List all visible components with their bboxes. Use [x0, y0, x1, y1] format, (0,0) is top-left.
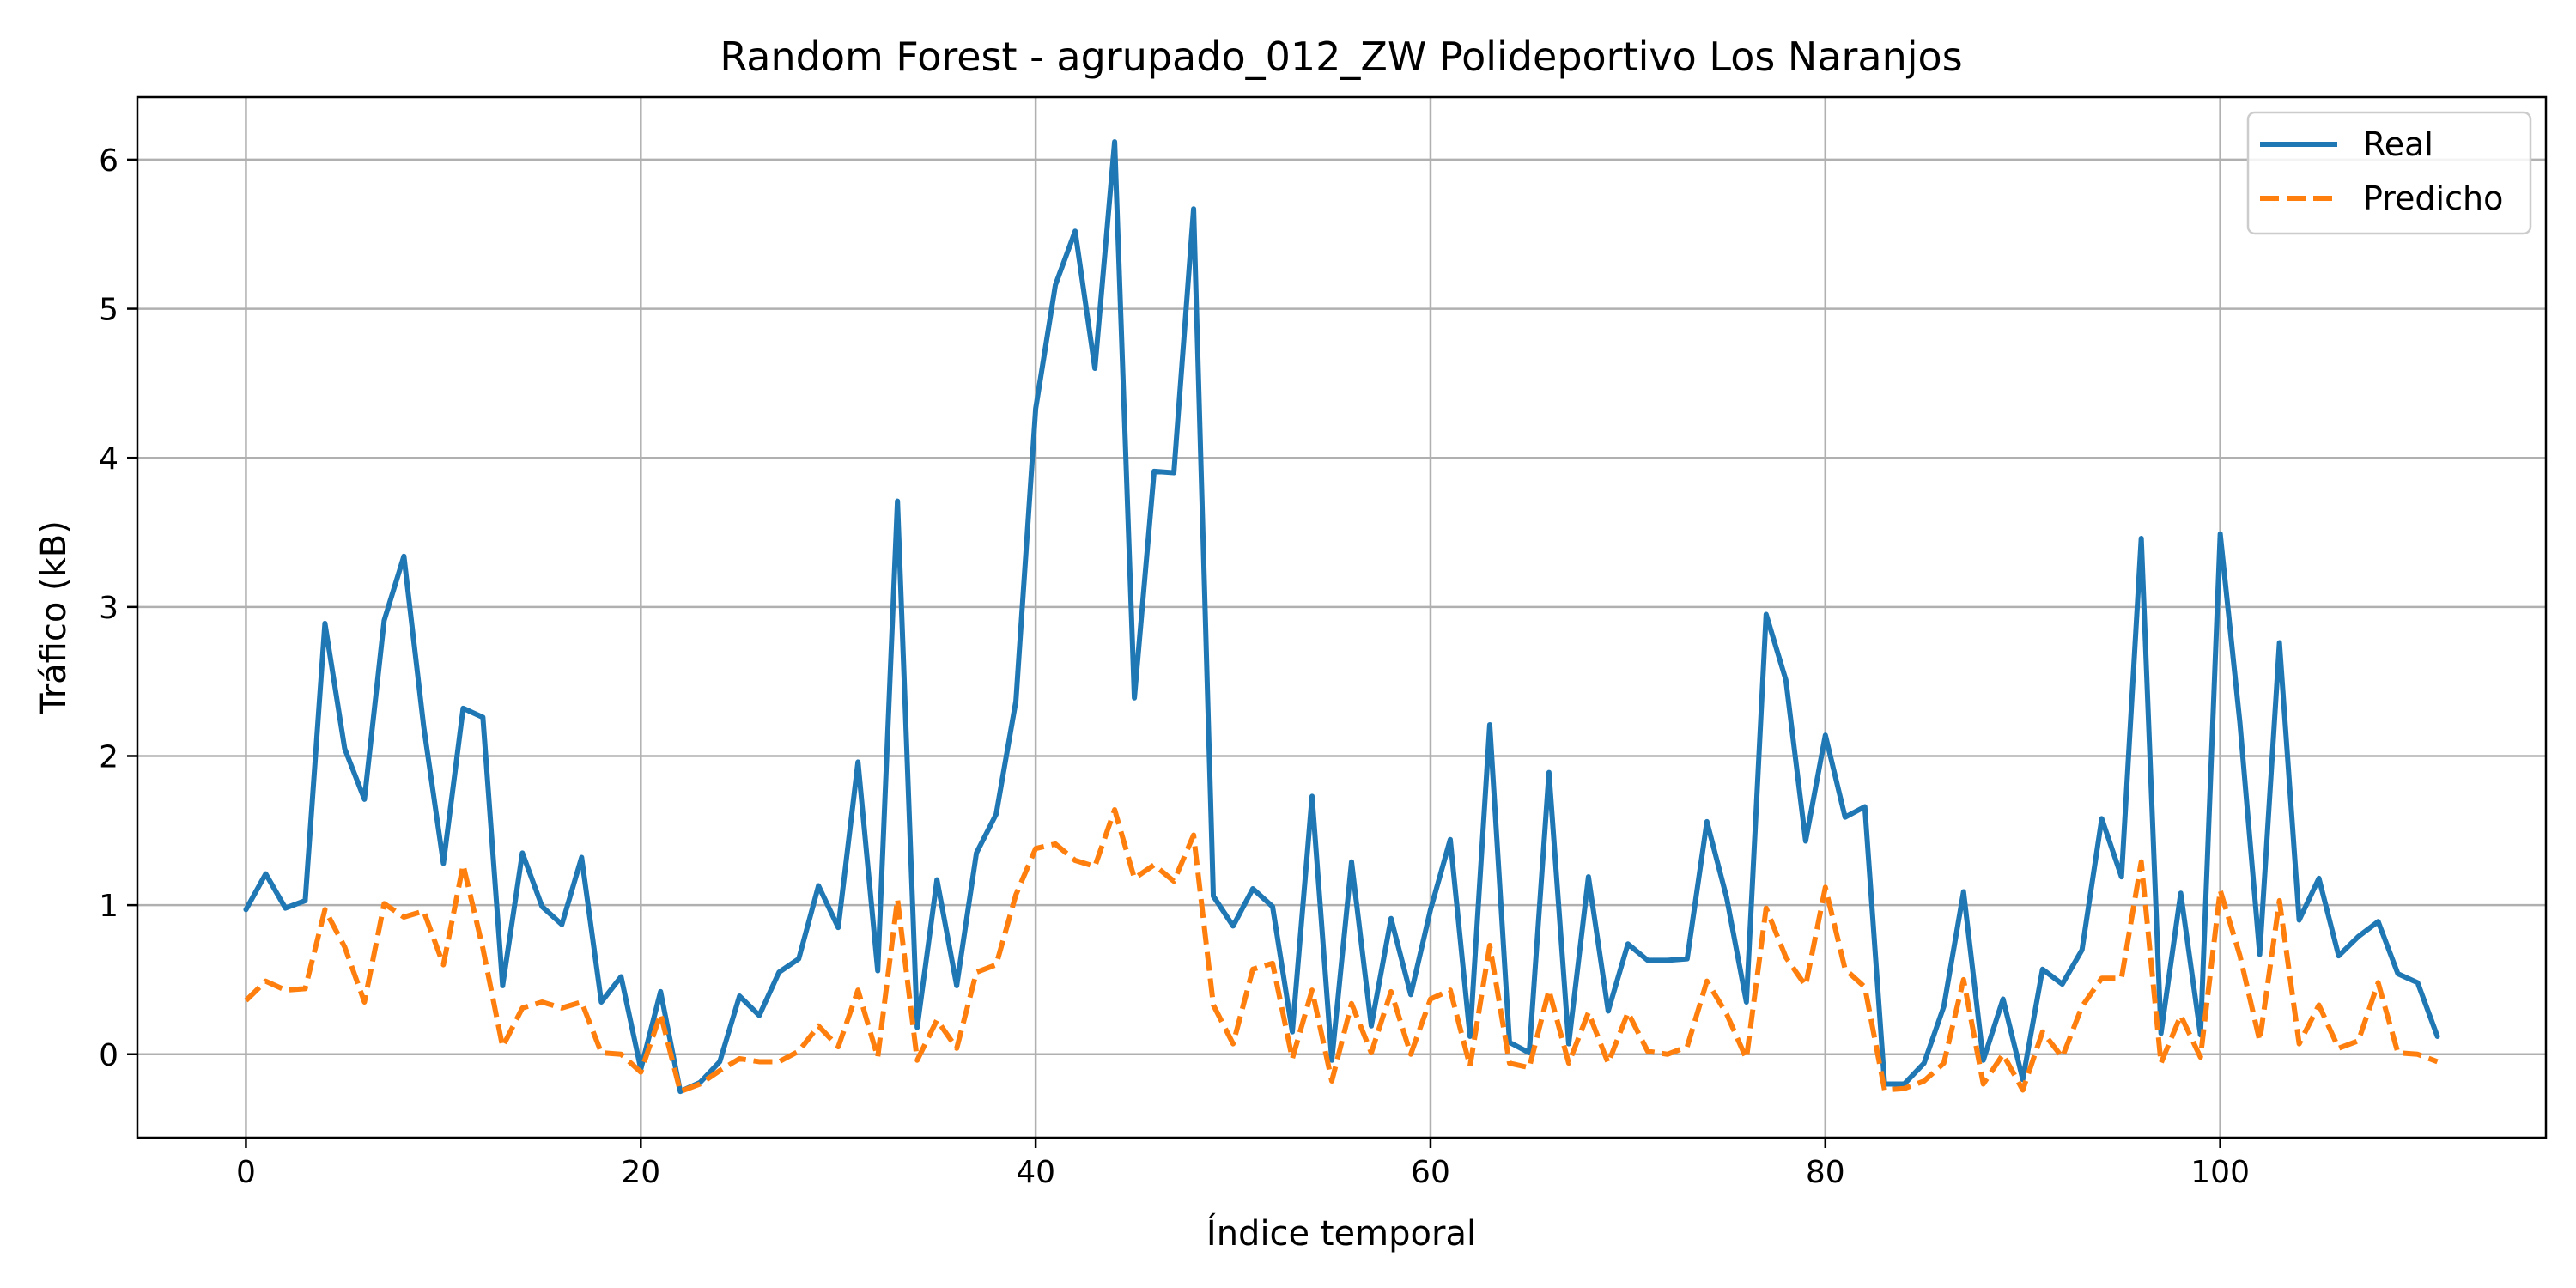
x-axis: 0 20 40 60 80 100 — [236, 1138, 2250, 1190]
y-tick-label: 1 — [99, 889, 118, 924]
x-tick-label: 40 — [1016, 1155, 1055, 1190]
y-tick-label: 5 — [99, 293, 118, 328]
y-tick-label: 3 — [99, 591, 118, 626]
series-line-real — [243, 139, 2440, 1095]
x-tick-label: 100 — [2190, 1155, 2250, 1190]
y-tick-label: 4 — [99, 441, 118, 477]
x-tick-label: 20 — [621, 1155, 660, 1190]
x-tick-label: 80 — [1806, 1155, 1845, 1190]
legend: Real Predicho — [2246, 111, 2532, 235]
legend-label-real: Real — [2363, 125, 2433, 163]
x-tick-label: 60 — [1411, 1155, 1450, 1190]
y-tick-label: 0 — [99, 1038, 118, 1073]
y-tick-label: 2 — [99, 739, 118, 775]
y-axis: 0 1 2 3 4 5 6 — [99, 143, 137, 1073]
chart-title: Random Forest - agrupado_012_ZW Polidepo… — [720, 33, 1962, 80]
x-tick-label: 0 — [236, 1155, 256, 1190]
plot-frame — [136, 95, 2548, 1139]
y-tick-label: 6 — [99, 143, 118, 179]
x-axis-label: Índice temporal — [1206, 1212, 1476, 1254]
series-layer — [243, 139, 2440, 1095]
series-line-predicho — [244, 806, 2439, 1095]
legend-label-predicho: Predicho — [2363, 179, 2503, 217]
y-axis-label: Tráfico (kB) — [34, 520, 74, 715]
